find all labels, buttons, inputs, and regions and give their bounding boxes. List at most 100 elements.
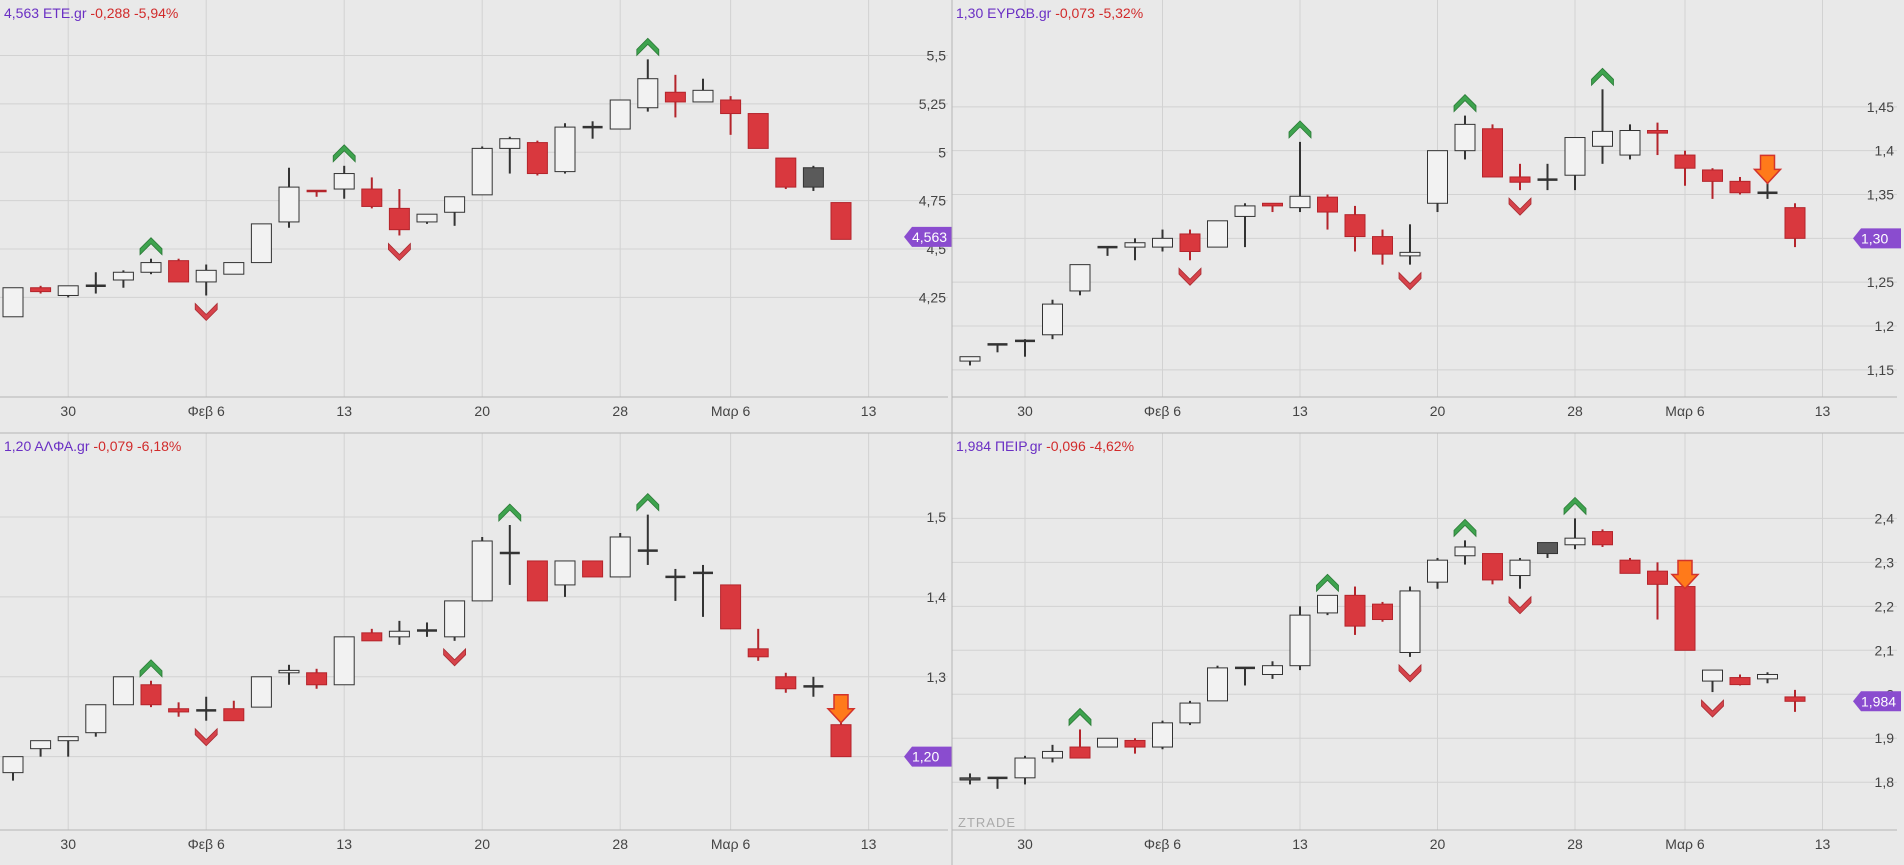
candle[interactable] [987,776,1008,789]
candle[interactable] [554,560,576,597]
candle[interactable] [959,356,981,366]
candle[interactable] [747,628,769,661]
candle[interactable] [1344,205,1366,252]
candle[interactable] [1014,755,1036,785]
candle[interactable] [196,696,217,721]
candle[interactable] [1564,518,1586,550]
candle[interactable] [85,272,106,294]
candle[interactable] [1234,203,1256,248]
candle[interactable] [637,59,659,112]
candle[interactable] [57,285,79,298]
candle[interactable] [223,262,245,275]
candle[interactable] [1317,194,1338,230]
candle[interactable] [471,146,493,196]
candle[interactable] [1372,601,1393,622]
candle[interactable] [802,165,824,191]
candle[interactable] [333,636,355,686]
candle[interactable] [1674,586,1696,651]
candle[interactable] [195,264,217,296]
candle[interactable] [444,196,466,226]
candle[interactable] [361,628,383,642]
candle[interactable] [1784,203,1806,248]
candle[interactable] [1179,229,1201,261]
candle[interactable] [1482,124,1503,178]
candle[interactable] [140,258,162,275]
candle[interactable] [665,568,686,601]
candle[interactable] [1069,729,1091,759]
candle[interactable] [1509,557,1531,589]
candle[interactable] [1674,150,1696,186]
candle[interactable] [471,536,493,602]
candle[interactable] [278,664,300,685]
candle[interactable] [1262,661,1283,679]
candle[interactable] [526,560,548,602]
candle[interactable] [388,620,410,645]
candle[interactable] [1757,672,1778,684]
candle[interactable] [1124,738,1146,754]
candle[interactable] [30,285,52,294]
candle[interactable] [417,622,437,637]
candle[interactable] [112,270,134,288]
candle[interactable] [499,525,520,585]
candle[interactable] [306,668,328,689]
candle[interactable] [1399,586,1421,657]
candle[interactable] [416,213,438,224]
candle[interactable] [830,720,852,758]
candle[interactable] [250,223,272,264]
candle[interactable] [1729,176,1751,195]
candle[interactable] [1647,122,1668,156]
candle[interactable] [1179,700,1201,726]
candle[interactable] [2,756,24,781]
candle[interactable] [1564,137,1586,191]
candle[interactable] [775,672,797,693]
candle[interactable] [1042,299,1063,340]
candle[interactable] [1784,689,1806,712]
candle[interactable] [747,113,769,149]
candle[interactable] [775,157,797,190]
candle[interactable] [692,78,714,103]
candle[interactable] [250,676,272,708]
candle[interactable] [1427,557,1448,589]
candle[interactable] [223,700,245,722]
candle[interactable] [582,121,603,139]
candle[interactable] [554,123,576,174]
candle[interactable] [1152,720,1173,750]
candle[interactable] [959,773,981,785]
candle[interactable] [1344,586,1366,635]
candle[interactable] [1454,540,1476,565]
candle[interactable] [2,287,24,318]
candle[interactable] [112,676,134,706]
candle[interactable] [1069,264,1091,296]
candle[interactable] [664,74,686,118]
candle[interactable] [1262,202,1283,213]
candle[interactable] [306,189,327,197]
candle[interactable] [1592,89,1613,164]
candle[interactable] [388,189,410,236]
candle[interactable] [1619,557,1641,574]
candle[interactable] [1647,562,1668,620]
candle[interactable] [30,740,52,757]
candle[interactable] [85,704,107,737]
candle[interactable] [1015,339,1035,357]
candle[interactable] [1537,163,1558,191]
candle[interactable] [1235,666,1255,686]
candle[interactable] [1317,594,1338,616]
candle[interactable] [1427,150,1448,213]
candle[interactable] [1152,229,1173,252]
candle[interactable] [1289,141,1311,213]
candle[interactable] [278,167,300,228]
candle[interactable] [1124,238,1146,261]
candle[interactable] [1097,245,1118,256]
candle[interactable] [720,584,742,630]
candle[interactable] [168,258,190,283]
candle[interactable] [1702,669,1723,693]
candle[interactable] [1042,744,1063,763]
candle[interactable] [1454,115,1476,160]
candle[interactable] [1399,224,1421,265]
candle[interactable] [168,702,190,717]
candle[interactable] [526,140,548,176]
